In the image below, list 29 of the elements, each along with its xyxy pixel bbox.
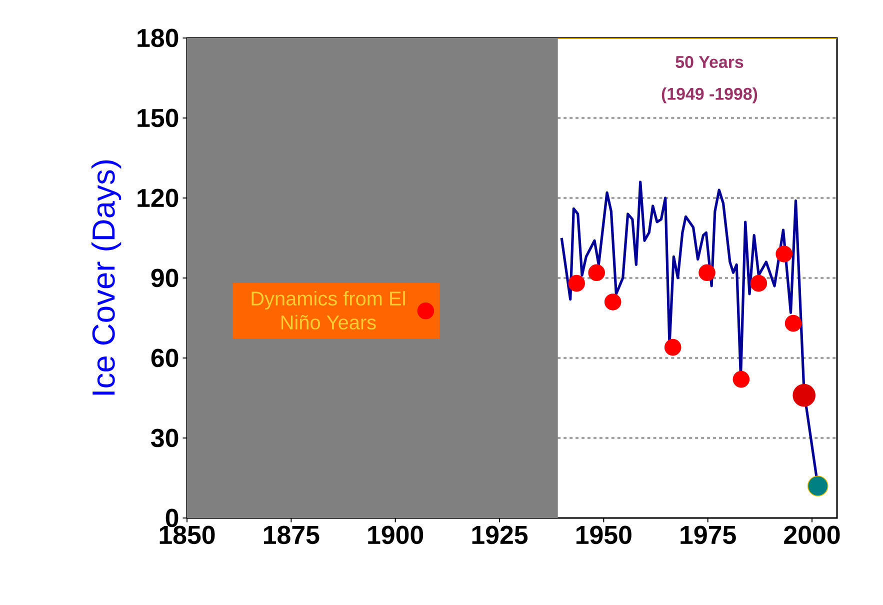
point xyxy=(664,338,682,356)
x-tick-label: 2000 xyxy=(784,526,840,544)
point xyxy=(732,370,750,388)
x-tick-label: 1975 xyxy=(680,526,736,544)
x-tick-label: 1850 xyxy=(160,526,215,544)
point xyxy=(792,384,816,407)
y-tick-label: 30 xyxy=(151,428,178,448)
point xyxy=(750,274,768,292)
point xyxy=(604,294,622,310)
x-tick-label: 1900 xyxy=(368,526,424,544)
point xyxy=(588,264,605,282)
x-tick-label: 1875 xyxy=(264,526,320,544)
y-tick-label: 120 xyxy=(138,188,178,208)
point xyxy=(784,314,802,332)
legend-label: Dynamics from El Niño Years xyxy=(252,290,405,330)
y-tick-label: 90 xyxy=(151,268,178,288)
point xyxy=(776,246,792,262)
x-tick-label: 1925 xyxy=(472,526,528,544)
y-tick-label: 0 xyxy=(166,508,178,528)
y-tick-label: 180 xyxy=(138,28,178,48)
point xyxy=(807,476,828,496)
y-tick-label: 150 xyxy=(138,108,178,128)
point xyxy=(568,274,585,292)
annotation: 50 Years xyxy=(676,56,744,68)
y-axis-title: Ice Cover (Days) xyxy=(91,160,122,395)
y-tick-label: 60 xyxy=(151,348,178,368)
annotation: (1949 -1998) xyxy=(662,87,758,104)
point xyxy=(698,264,716,282)
x-tick-label: 1950 xyxy=(576,526,632,544)
